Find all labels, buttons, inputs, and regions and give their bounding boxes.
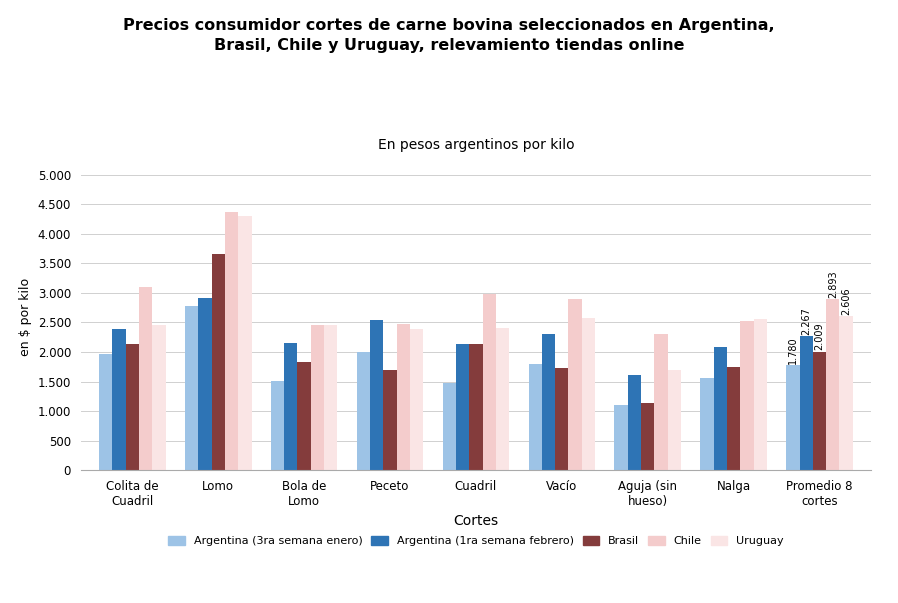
- Bar: [840, 316, 853, 470]
- Bar: [410, 329, 423, 470]
- Bar: [799, 336, 813, 470]
- Bar: [541, 334, 555, 470]
- Bar: [826, 299, 840, 470]
- Text: 2.009: 2.009: [814, 323, 824, 350]
- Bar: [198, 298, 212, 470]
- Bar: [582, 318, 595, 470]
- Bar: [212, 254, 224, 470]
- Bar: [112, 329, 126, 470]
- Bar: [787, 365, 799, 470]
- Bar: [383, 370, 397, 470]
- Bar: [655, 333, 668, 470]
- Y-axis label: en $ por kilo: en $ por kilo: [19, 277, 32, 356]
- Bar: [271, 381, 284, 470]
- Bar: [224, 212, 238, 470]
- Text: 2.893: 2.893: [828, 270, 838, 298]
- Bar: [813, 352, 826, 470]
- Bar: [740, 321, 753, 470]
- Legend: Argentina (3ra semana enero), Argentina (1ra semana febrero), Brasil, Chile, Uru: Argentina (3ra semana enero), Argentina …: [163, 531, 788, 551]
- Bar: [153, 326, 165, 470]
- Bar: [397, 324, 410, 470]
- Bar: [628, 374, 641, 470]
- Bar: [456, 344, 470, 470]
- Bar: [297, 362, 311, 470]
- Title: En pesos argentinos por kilo: En pesos argentinos por kilo: [378, 138, 574, 152]
- Bar: [324, 325, 338, 470]
- Bar: [470, 344, 482, 470]
- Text: 2.267: 2.267: [801, 307, 811, 335]
- Bar: [126, 344, 139, 470]
- Bar: [555, 368, 568, 470]
- Bar: [185, 306, 198, 470]
- Bar: [700, 378, 714, 470]
- Text: 2.606: 2.606: [841, 288, 851, 315]
- Bar: [753, 319, 767, 470]
- Bar: [668, 370, 681, 470]
- Bar: [443, 383, 456, 470]
- Text: 1.780: 1.780: [788, 336, 798, 364]
- Bar: [614, 405, 628, 470]
- Bar: [482, 294, 496, 470]
- Bar: [529, 364, 541, 470]
- Bar: [370, 320, 383, 470]
- Bar: [496, 328, 509, 470]
- Bar: [357, 352, 370, 470]
- Bar: [311, 325, 324, 470]
- Bar: [238, 216, 251, 470]
- Bar: [714, 347, 727, 470]
- Bar: [727, 367, 740, 470]
- Bar: [99, 353, 112, 470]
- Bar: [284, 343, 297, 470]
- Bar: [641, 403, 655, 470]
- X-axis label: Cortes: Cortes: [453, 514, 498, 528]
- Bar: [568, 300, 582, 470]
- Text: Precios consumidor cortes de carne bovina seleccionados en Argentina,
Brasil, Ch: Precios consumidor cortes de carne bovin…: [123, 18, 775, 53]
- Bar: [139, 287, 153, 470]
